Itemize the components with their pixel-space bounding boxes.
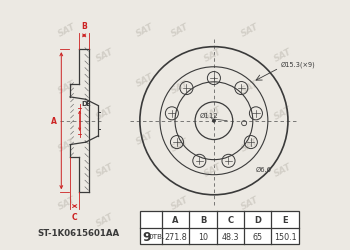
Text: Ø112: Ø112	[200, 112, 219, 118]
Text: SAT: SAT	[240, 79, 261, 96]
Text: A: A	[173, 215, 179, 224]
Circle shape	[212, 120, 215, 123]
Text: SAT: SAT	[57, 79, 77, 96]
Text: SAT: SAT	[94, 104, 115, 121]
Text: 150.1: 150.1	[274, 232, 296, 241]
Text: SAT: SAT	[240, 194, 261, 211]
Text: SAT: SAT	[134, 72, 155, 88]
Text: SAT: SAT	[202, 212, 223, 228]
Text: SAT: SAT	[57, 137, 77, 153]
Text: 65: 65	[253, 232, 263, 241]
Text: B: B	[81, 22, 87, 31]
Text: A: A	[51, 117, 57, 126]
Bar	[140, 211, 299, 244]
Text: C: C	[72, 212, 77, 221]
Text: SAT: SAT	[57, 194, 77, 211]
Text: 10: 10	[198, 232, 208, 241]
Text: Ø15.3(×9): Ø15.3(×9)	[280, 61, 315, 68]
Text: E: E	[85, 101, 90, 107]
Text: 271.8: 271.8	[164, 232, 187, 241]
Text: C: C	[227, 215, 233, 224]
Text: 48.3: 48.3	[222, 232, 239, 241]
Text: SAT: SAT	[94, 47, 115, 63]
Text: SAT: SAT	[134, 129, 155, 146]
Text: SAT: SAT	[202, 47, 223, 63]
Text: SAT: SAT	[170, 137, 190, 153]
Text: ОТВ.: ОТВ.	[147, 233, 164, 239]
Text: E: E	[282, 215, 288, 224]
Text: SAT: SAT	[273, 162, 293, 178]
Text: B: B	[200, 215, 206, 224]
Text: SAT: SAT	[202, 104, 223, 121]
Text: SAT: SAT	[202, 162, 223, 178]
Text: SAT: SAT	[273, 47, 293, 63]
Text: SAT: SAT	[170, 79, 190, 96]
Text: Ø6.6: Ø6.6	[255, 166, 271, 172]
Text: SAT: SAT	[94, 212, 115, 228]
Text: SAT: SAT	[273, 212, 293, 228]
Text: SAT: SAT	[94, 162, 115, 178]
Text: SAT: SAT	[240, 22, 261, 38]
Text: SAT: SAT	[273, 104, 293, 121]
Text: SAT: SAT	[134, 22, 155, 38]
Text: SAT: SAT	[170, 194, 190, 211]
Text: SAT: SAT	[57, 22, 77, 38]
Text: SAT: SAT	[240, 137, 261, 153]
Text: 9: 9	[142, 230, 151, 243]
Text: SAT: SAT	[170, 22, 190, 38]
Text: ST-1K0615601AA: ST-1K0615601AA	[37, 228, 119, 237]
Text: D: D	[82, 101, 88, 107]
Text: D: D	[254, 215, 261, 224]
